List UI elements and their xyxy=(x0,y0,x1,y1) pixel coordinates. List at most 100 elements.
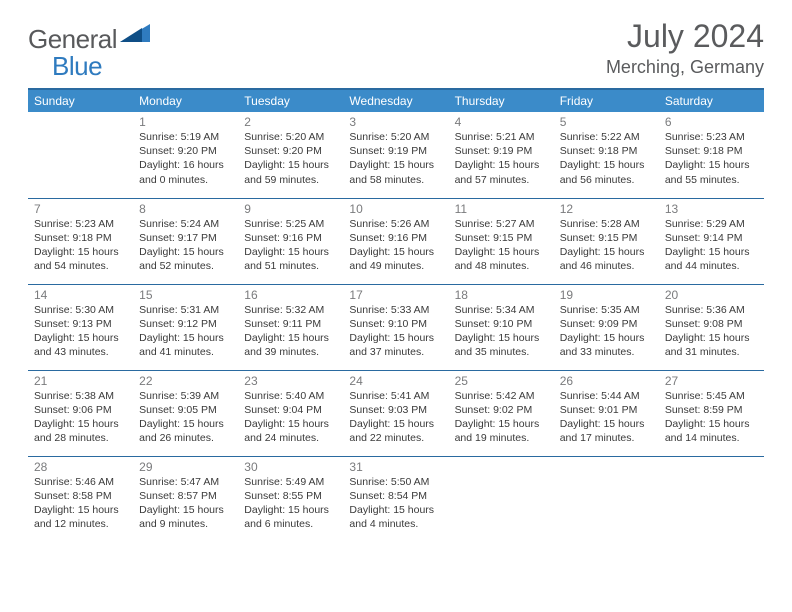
daylight-line: Daylight: 15 hours xyxy=(455,417,548,431)
sunset-line: Sunset: 9:14 PM xyxy=(665,231,758,245)
day-number: 1 xyxy=(139,115,232,129)
sunset-line: Sunset: 8:59 PM xyxy=(665,403,758,417)
calendar-day: 10Sunrise: 5:26 AMSunset: 9:16 PMDayligh… xyxy=(343,198,448,284)
sunrise-line: Sunrise: 5:47 AM xyxy=(139,475,232,489)
daylight-line: Daylight: 15 hours xyxy=(665,158,758,172)
calendar-day: 15Sunrise: 5:31 AMSunset: 9:12 PMDayligh… xyxy=(133,284,238,370)
daylight-line: and 33 minutes. xyxy=(560,345,653,359)
daylight-line: and 31 minutes. xyxy=(665,345,758,359)
day-number: 4 xyxy=(455,115,548,129)
sunrise-line: Sunrise: 5:28 AM xyxy=(560,217,653,231)
daylight-line: and 46 minutes. xyxy=(560,259,653,273)
daylight-line: and 54 minutes. xyxy=(34,259,127,273)
daylight-line: Daylight: 15 hours xyxy=(560,158,653,172)
sunrise-line: Sunrise: 5:32 AM xyxy=(244,303,337,317)
daylight-line: and 41 minutes. xyxy=(139,345,232,359)
daylight-line: Daylight: 15 hours xyxy=(139,503,232,517)
calendar-day: 19Sunrise: 5:35 AMSunset: 9:09 PMDayligh… xyxy=(554,284,659,370)
sunset-line: Sunset: 9:16 PM xyxy=(244,231,337,245)
day-number: 15 xyxy=(139,288,232,302)
day-number: 31 xyxy=(349,460,442,474)
daylight-line: Daylight: 15 hours xyxy=(349,331,442,345)
sunset-line: Sunset: 9:09 PM xyxy=(560,317,653,331)
calendar-day: 26Sunrise: 5:44 AMSunset: 9:01 PMDayligh… xyxy=(554,370,659,456)
sunrise-line: Sunrise: 5:35 AM xyxy=(560,303,653,317)
day-number: 17 xyxy=(349,288,442,302)
sunset-line: Sunset: 9:18 PM xyxy=(560,144,653,158)
calendar-day: 21Sunrise: 5:38 AMSunset: 9:06 PMDayligh… xyxy=(28,370,133,456)
weekday-header: Thursday xyxy=(449,89,554,112)
header: General Blue July 2024 Merching, Germany xyxy=(28,18,764,82)
sunrise-line: Sunrise: 5:21 AM xyxy=(455,130,548,144)
sunrise-line: Sunrise: 5:20 AM xyxy=(244,130,337,144)
day-number: 6 xyxy=(665,115,758,129)
daylight-line: Daylight: 15 hours xyxy=(349,503,442,517)
calendar-day: 17Sunrise: 5:33 AMSunset: 9:10 PMDayligh… xyxy=(343,284,448,370)
daylight-line: and 43 minutes. xyxy=(34,345,127,359)
sunrise-line: Sunrise: 5:31 AM xyxy=(139,303,232,317)
calendar-day: 5Sunrise: 5:22 AMSunset: 9:18 PMDaylight… xyxy=(554,112,659,198)
daylight-line: Daylight: 15 hours xyxy=(34,417,127,431)
daylight-line: and 52 minutes. xyxy=(139,259,232,273)
sunrise-line: Sunrise: 5:33 AM xyxy=(349,303,442,317)
day-number: 13 xyxy=(665,202,758,216)
calendar-page: General Blue July 2024 Merching, Germany… xyxy=(0,0,792,560)
daylight-line: Daylight: 15 hours xyxy=(34,245,127,259)
daylight-line: Daylight: 15 hours xyxy=(139,331,232,345)
sunrise-line: Sunrise: 5:30 AM xyxy=(34,303,127,317)
sunset-line: Sunset: 9:04 PM xyxy=(244,403,337,417)
daylight-line: and 28 minutes. xyxy=(34,431,127,445)
logo-text-blue: Blue xyxy=(52,51,102,81)
day-number: 22 xyxy=(139,374,232,388)
calendar-day: 24Sunrise: 5:41 AMSunset: 9:03 PMDayligh… xyxy=(343,370,448,456)
daylight-line: Daylight: 15 hours xyxy=(560,417,653,431)
sunrise-line: Sunrise: 5:23 AM xyxy=(34,217,127,231)
daylight-line: Daylight: 16 hours xyxy=(139,158,232,172)
calendar-day-empty xyxy=(659,456,764,542)
sunrise-line: Sunrise: 5:49 AM xyxy=(244,475,337,489)
calendar-day-empty xyxy=(28,112,133,198)
calendar-day: 16Sunrise: 5:32 AMSunset: 9:11 PMDayligh… xyxy=(238,284,343,370)
calendar-day: 8Sunrise: 5:24 AMSunset: 9:17 PMDaylight… xyxy=(133,198,238,284)
weekday-header: Monday xyxy=(133,89,238,112)
daylight-line: Daylight: 15 hours xyxy=(560,245,653,259)
day-number: 9 xyxy=(244,202,337,216)
sunset-line: Sunset: 9:16 PM xyxy=(349,231,442,245)
day-number: 14 xyxy=(34,288,127,302)
sunrise-line: Sunrise: 5:39 AM xyxy=(139,389,232,403)
sunset-line: Sunset: 8:55 PM xyxy=(244,489,337,503)
calendar-day-empty xyxy=(449,456,554,542)
sunset-line: Sunset: 9:19 PM xyxy=(455,144,548,158)
daylight-line: and 44 minutes. xyxy=(665,259,758,273)
sunrise-line: Sunrise: 5:45 AM xyxy=(665,389,758,403)
daylight-line: and 37 minutes. xyxy=(349,345,442,359)
daylight-line: and 6 minutes. xyxy=(244,517,337,531)
daylight-line: and 58 minutes. xyxy=(349,173,442,187)
daylight-line: Daylight: 15 hours xyxy=(244,331,337,345)
weekday-header: Sunday xyxy=(28,89,133,112)
calendar-day: 31Sunrise: 5:50 AMSunset: 8:54 PMDayligh… xyxy=(343,456,448,542)
daylight-line: and 19 minutes. xyxy=(455,431,548,445)
sunset-line: Sunset: 9:15 PM xyxy=(455,231,548,245)
daylight-line: Daylight: 15 hours xyxy=(34,503,127,517)
daylight-line: Daylight: 15 hours xyxy=(665,331,758,345)
sunset-line: Sunset: 9:15 PM xyxy=(560,231,653,245)
daylight-line: and 55 minutes. xyxy=(665,173,758,187)
daylight-line: Daylight: 15 hours xyxy=(244,503,337,517)
calendar-day: 25Sunrise: 5:42 AMSunset: 9:02 PMDayligh… xyxy=(449,370,554,456)
sunset-line: Sunset: 9:20 PM xyxy=(139,144,232,158)
calendar-day: 23Sunrise: 5:40 AMSunset: 9:04 PMDayligh… xyxy=(238,370,343,456)
sunrise-line: Sunrise: 5:50 AM xyxy=(349,475,442,489)
calendar-day: 14Sunrise: 5:30 AMSunset: 9:13 PMDayligh… xyxy=(28,284,133,370)
sunrise-line: Sunrise: 5:23 AM xyxy=(665,130,758,144)
daylight-line: Daylight: 15 hours xyxy=(665,417,758,431)
sunrise-line: Sunrise: 5:19 AM xyxy=(139,130,232,144)
weekday-header: Wednesday xyxy=(343,89,448,112)
calendar-day: 13Sunrise: 5:29 AMSunset: 9:14 PMDayligh… xyxy=(659,198,764,284)
calendar-week: 21Sunrise: 5:38 AMSunset: 9:06 PMDayligh… xyxy=(28,370,764,456)
daylight-line: Daylight: 15 hours xyxy=(139,245,232,259)
daylight-line: Daylight: 15 hours xyxy=(455,331,548,345)
daylight-line: Daylight: 15 hours xyxy=(349,417,442,431)
calendar-day: 28Sunrise: 5:46 AMSunset: 8:58 PMDayligh… xyxy=(28,456,133,542)
calendar-day: 4Sunrise: 5:21 AMSunset: 9:19 PMDaylight… xyxy=(449,112,554,198)
